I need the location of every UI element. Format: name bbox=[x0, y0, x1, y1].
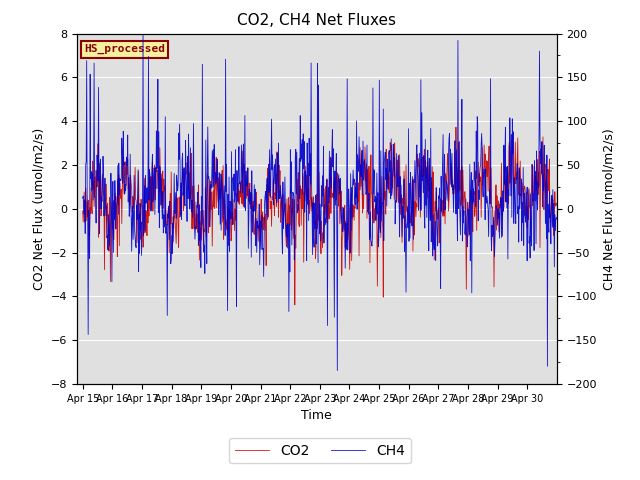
CH4 bbox=[359, 138, 367, 144]
CH4 bbox=[79, 195, 86, 201]
CH4 bbox=[553, 215, 561, 220]
Line: CH4: CH4 bbox=[83, 28, 557, 371]
CH4 bbox=[333, 368, 341, 373]
CH4 bbox=[530, 248, 538, 253]
Legend: CO2, CH4: CO2, CH4 bbox=[229, 438, 411, 464]
CH4 bbox=[102, 200, 109, 205]
CO2 bbox=[530, 163, 538, 169]
CO2 bbox=[102, 205, 109, 211]
CO2 bbox=[358, 210, 366, 216]
CO2 bbox=[79, 208, 86, 214]
CO2 bbox=[538, 139, 545, 145]
CO2 bbox=[553, 203, 561, 208]
CO2 bbox=[276, 190, 284, 195]
CH4 bbox=[168, 256, 175, 262]
CO2 bbox=[291, 302, 299, 308]
CH4 bbox=[276, 195, 284, 201]
X-axis label: Time: Time bbox=[301, 409, 332, 422]
CO2 bbox=[452, 124, 460, 130]
Text: HS_processed: HS_processed bbox=[84, 44, 165, 54]
Y-axis label: CH4 Net Flux (nmol/m2/s): CH4 Net Flux (nmol/m2/s) bbox=[603, 128, 616, 289]
Line: CO2: CO2 bbox=[83, 127, 557, 305]
Y-axis label: CO2 Net Flux (umol/m2/s): CO2 Net Flux (umol/m2/s) bbox=[32, 128, 45, 290]
CH4 bbox=[538, 171, 545, 177]
CO2 bbox=[167, 221, 175, 227]
Title: CO2, CH4 Net Fluxes: CO2, CH4 Net Fluxes bbox=[237, 13, 396, 28]
CH4 bbox=[139, 25, 147, 31]
